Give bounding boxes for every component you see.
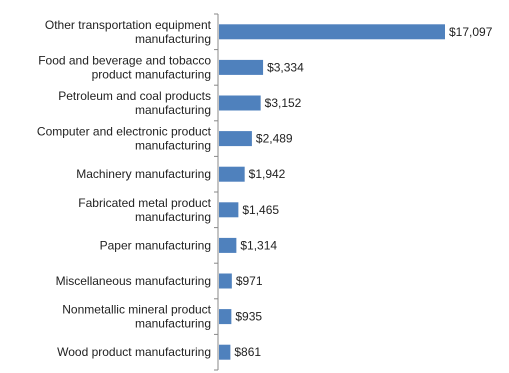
- category-label-line: manufacturing: [135, 103, 211, 117]
- bar-value-label: $3,334: [267, 60, 304, 74]
- category-label-line: Paper manufacturing: [100, 238, 211, 252]
- category-label: Machinery manufacturing: [76, 167, 211, 181]
- bar: [219, 202, 239, 218]
- bar: [219, 95, 261, 111]
- bars-group: [219, 24, 445, 360]
- category-label: Miscellaneous manufacturing: [56, 274, 211, 288]
- bar-value-label: $1,942: [249, 167, 286, 181]
- bar-value-label: $1,465: [242, 203, 279, 217]
- category-label-line: manufacturing: [135, 317, 211, 331]
- bar-value-label: $2,489: [256, 132, 293, 146]
- bar-value-label: $1,314: [240, 238, 277, 252]
- category-label: Petroleum and coal products manufacturing: [58, 89, 211, 117]
- category-label: Paper manufacturing: [100, 238, 211, 252]
- category-label-line: Computer and electronic product: [37, 125, 212, 139]
- bar: [219, 344, 231, 360]
- category-label-line: Wood product manufacturing: [57, 345, 211, 359]
- category-label: Other transportation equipment manufactur…: [45, 18, 212, 46]
- category-label-line: Miscellaneous manufacturing: [56, 274, 211, 288]
- value-labels: $17,097 $3,334 $3,152 $2,489 $1,942 $1,465 $1,…: [234, 25, 492, 359]
- bar: [219, 309, 232, 325]
- category-labels: Other transportation equipment manufactur…: [37, 18, 212, 359]
- category-label: Wood product manufacturing: [57, 345, 211, 359]
- category-label: Nonmetallic mineral product manufacturing: [62, 303, 211, 331]
- category-label-line: Petroleum and coal products: [58, 89, 211, 103]
- bar: [219, 59, 264, 75]
- bar: [219, 166, 245, 182]
- bar-value-label: $935: [235, 310, 262, 324]
- category-label-line: manufacturing: [135, 210, 211, 224]
- bar-value-label: $17,097: [449, 25, 493, 39]
- category-label-line: manufacturing: [135, 32, 211, 46]
- bar-value-label: $861: [234, 345, 261, 359]
- category-label-line: manufacturing: [135, 139, 211, 153]
- category-label-line: Nonmetallic mineral product: [62, 303, 211, 317]
- bar: [219, 237, 237, 253]
- bar: [219, 24, 445, 40]
- bar: [219, 273, 232, 289]
- bar-value-label: $971: [236, 274, 263, 288]
- bar-value-label: $3,152: [265, 96, 302, 110]
- category-label-line: Other transportation equipment: [45, 18, 212, 32]
- category-label-line: Machinery manufacturing: [76, 167, 211, 181]
- category-label: Computer and electronic product manufactu…: [37, 125, 212, 153]
- category-label: Fabricated metal product manufacturing: [78, 196, 211, 224]
- category-label-line: product manufacturing: [92, 67, 211, 81]
- y-axis-ticks: [214, 13, 218, 371]
- category-label: Food and beverage and tobacco product man…: [38, 53, 211, 81]
- category-label-line: Fabricated metal product: [78, 196, 211, 210]
- bar: [219, 131, 252, 147]
- category-label-line: Food and beverage and tobacco: [38, 53, 211, 67]
